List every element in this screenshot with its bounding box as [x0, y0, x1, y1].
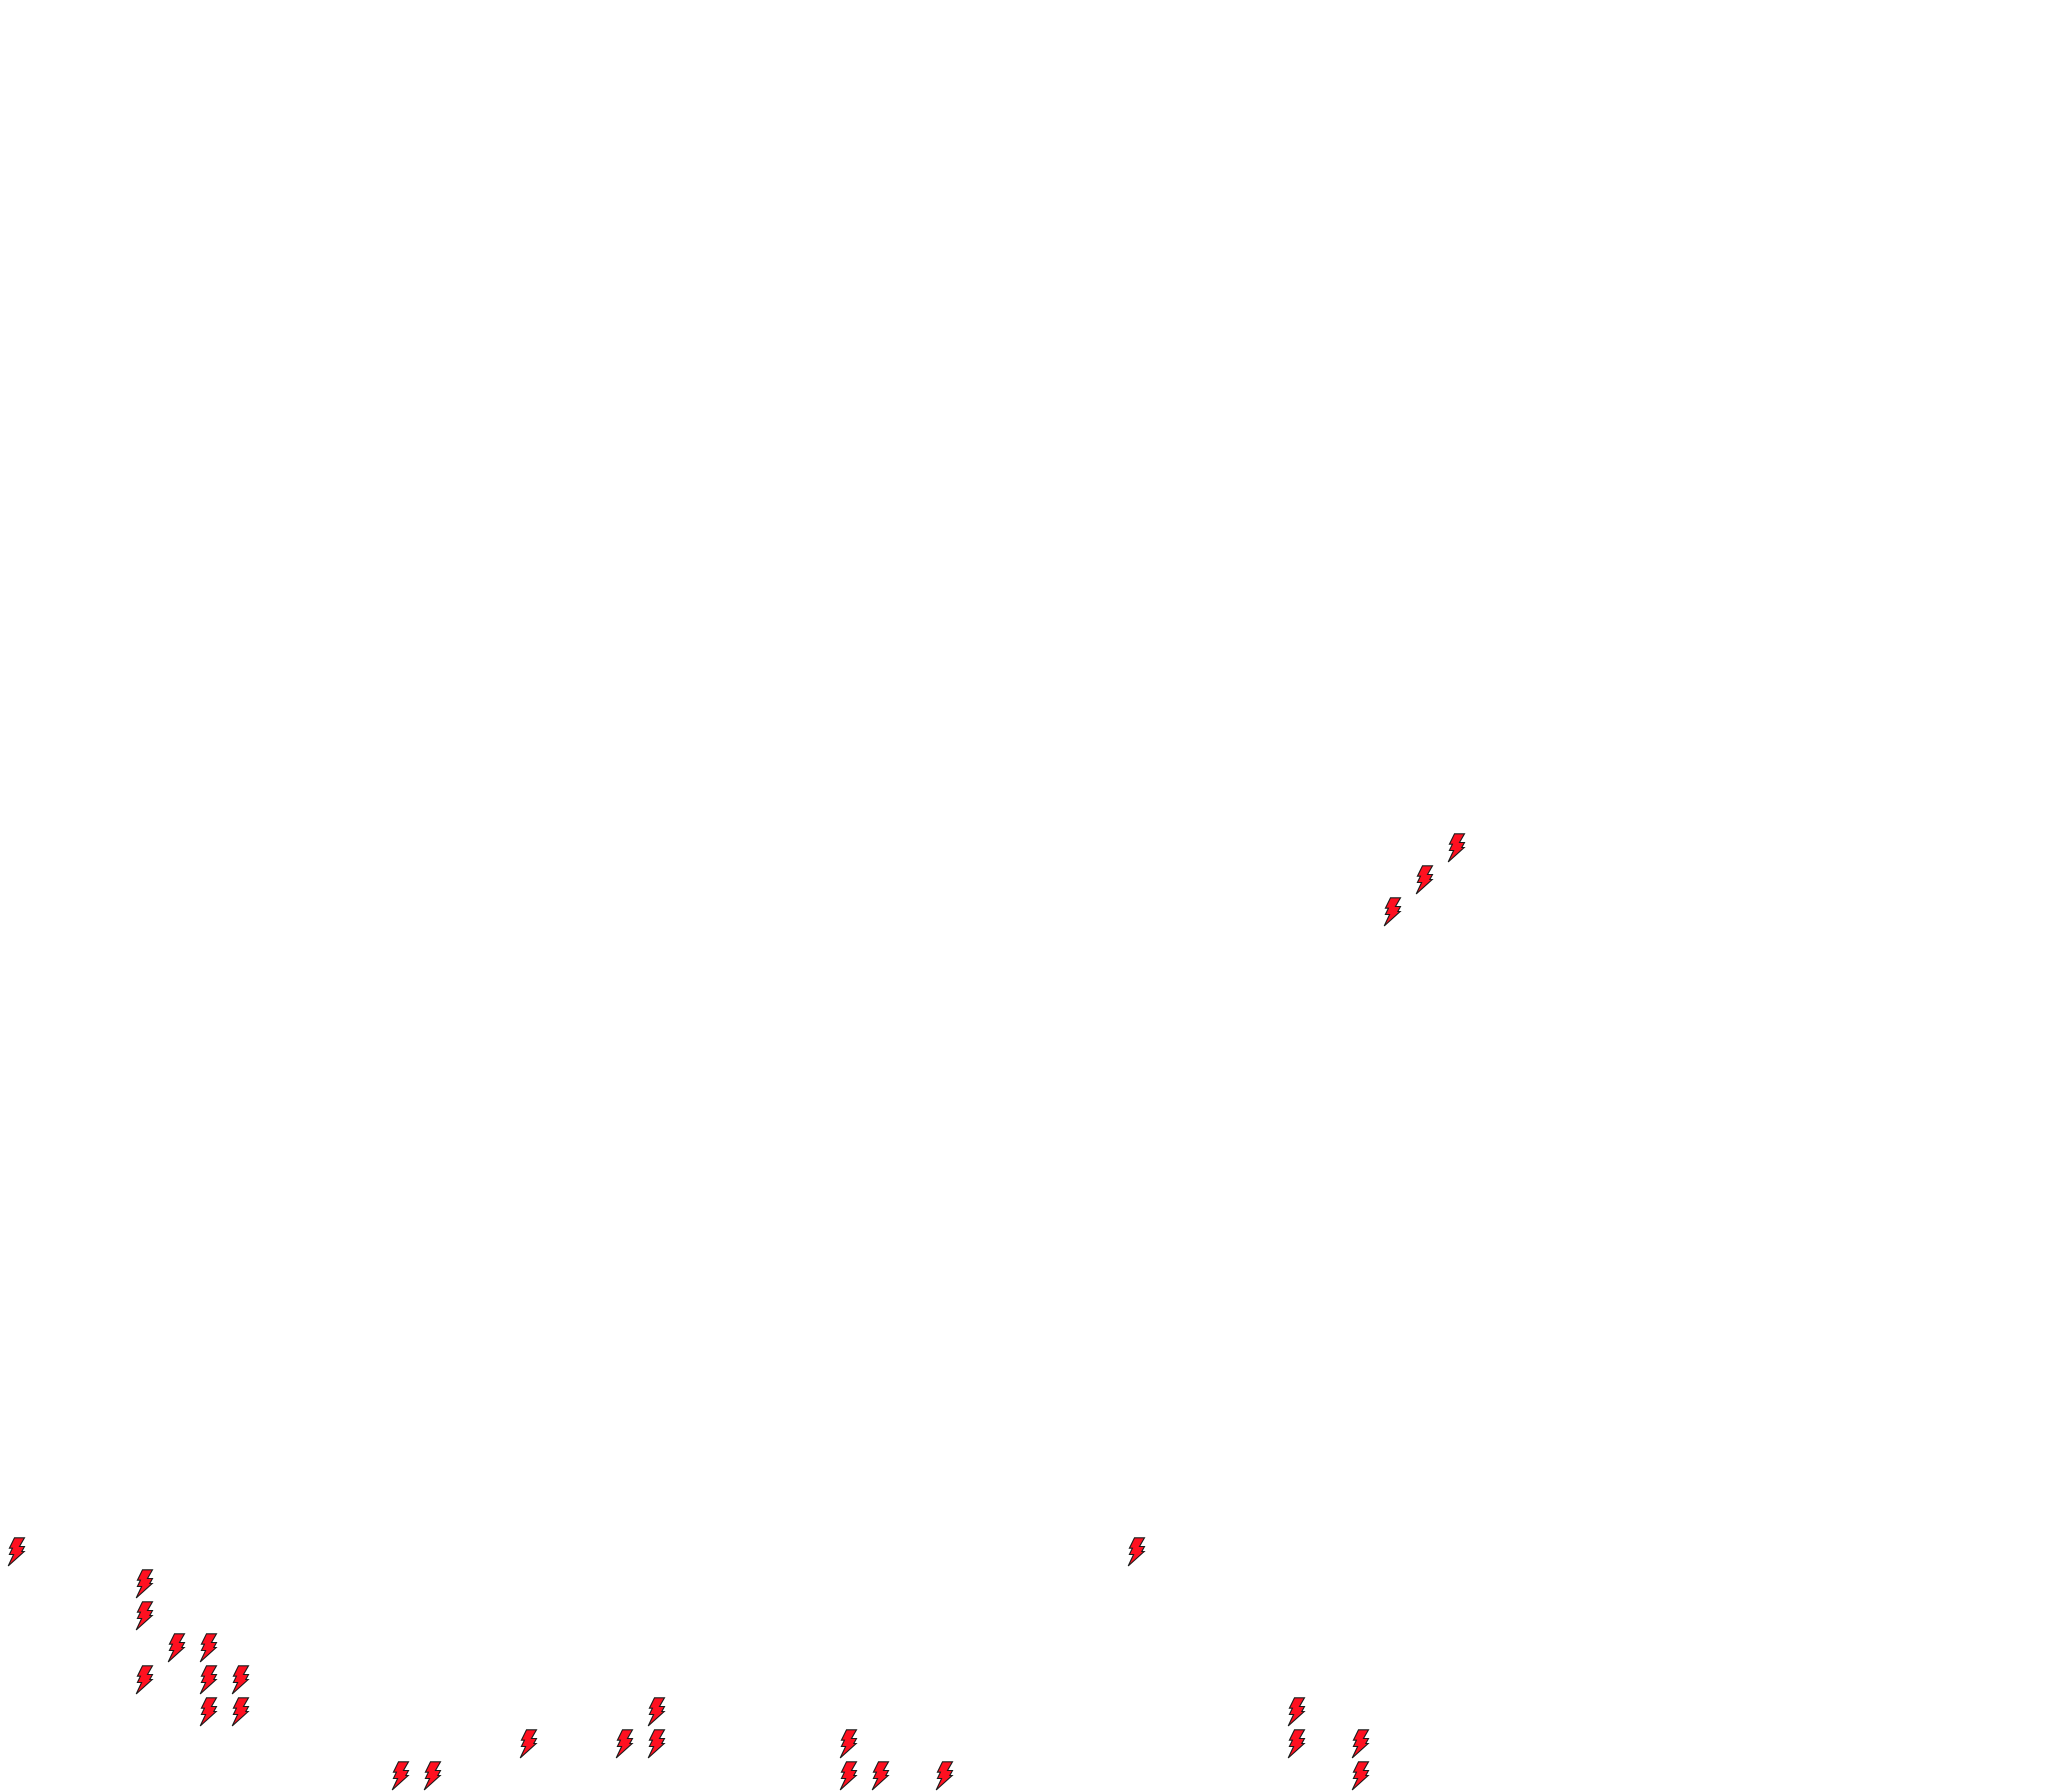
lightning-bolt-icon: [1351, 1761, 1371, 1791]
lightning-bolt-icon: [199, 1633, 219, 1663]
lightning-bolt-icon: [423, 1761, 443, 1791]
lightning-bolt-icon: [391, 1761, 411, 1791]
lightning-bolt-icon: [199, 1697, 219, 1727]
lightning-bolt-icon: [1127, 1537, 1147, 1567]
lightning-bolt-icon: [871, 1761, 891, 1791]
lightning-bolt-icon: [135, 1569, 155, 1599]
lightning-bolt-icon: [615, 1729, 635, 1759]
lightning-bolt-icon: [519, 1729, 539, 1759]
lightning-bolt-icon: [1447, 833, 1467, 863]
lightning-bolt-icon: [1351, 1729, 1371, 1759]
lightning-bolt-icon: [135, 1665, 155, 1695]
lightning-bolt-icon: [167, 1633, 187, 1663]
lightning-bolt-icon: [1287, 1729, 1307, 1759]
lightning-bolt-icon: [135, 1601, 155, 1631]
lightning-bolt-icon: [1383, 897, 1403, 927]
lightning-bolt-icon: [1287, 1697, 1307, 1727]
lightning-bolt-icon: [231, 1665, 251, 1695]
lightning-bolt-icon: [199, 1665, 219, 1695]
lightning-bolt-icon: [647, 1729, 667, 1759]
lightning-bolt-icon: [935, 1761, 955, 1791]
lightning-bolt-icon: [839, 1761, 859, 1791]
lightning-bolt-icon: [1415, 865, 1435, 895]
lightning-bolt-icon: [231, 1697, 251, 1727]
lightning-bolt-icon: [7, 1537, 27, 1567]
lightning-bolt-icon: [647, 1697, 667, 1727]
lightning-bolt-icon: [839, 1729, 859, 1759]
